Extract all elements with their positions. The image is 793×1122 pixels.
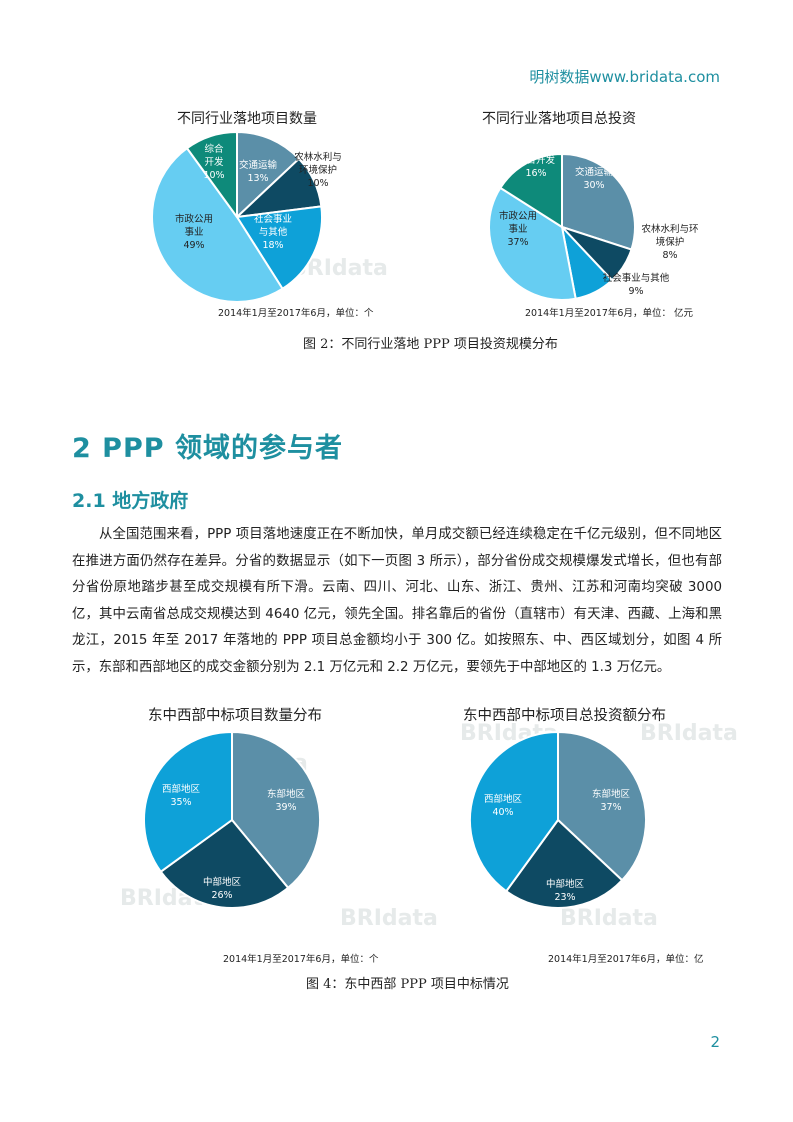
slice-value: 10% bbox=[203, 170, 224, 181]
chart-title: 东中西部中标项目总投资额分布 bbox=[463, 708, 666, 724]
watermark-logo: BRIdata bbox=[640, 721, 738, 746]
slice-label: 综合开发 16% bbox=[517, 154, 556, 179]
watermark-logo: BRIdata bbox=[340, 906, 438, 931]
slice-value: 39% bbox=[275, 802, 296, 813]
slice-label: 社会事业与其他 9% bbox=[603, 272, 670, 297]
pie-slice bbox=[488, 186, 577, 301]
slice-value: 18% bbox=[262, 240, 283, 251]
pie-slice bbox=[235, 205, 323, 291]
slice-value: 13% bbox=[247, 173, 268, 184]
slice-label: 社会事业与其他 18% bbox=[254, 213, 292, 251]
slice-label: 农林水利与环境保护 8% bbox=[641, 223, 698, 261]
figure-caption: 图 2：不同行业落地 PPP 项目投资规模分布 bbox=[303, 337, 558, 352]
pie-slice bbox=[236, 130, 301, 220]
slice-label: 西部地区 35% bbox=[162, 783, 201, 808]
slice-label: 综合开发 10% bbox=[203, 143, 224, 181]
slice-value: 10% bbox=[307, 178, 328, 189]
pie-slice bbox=[557, 730, 647, 882]
header-brand: 明树数据www.bridata.com bbox=[529, 68, 720, 86]
chart-note: 2014年1月至2017年6月，单位：个 bbox=[223, 954, 379, 965]
pie-slice bbox=[231, 730, 321, 890]
watermark-logo: BRIdata bbox=[560, 906, 658, 931]
slice-value: 8% bbox=[662, 250, 677, 261]
slice-label: 中部地区 26% bbox=[203, 876, 242, 901]
chart-title: 东中西部中标项目数量分布 bbox=[148, 708, 322, 724]
pie-slice bbox=[504, 818, 624, 909]
slice-value: 37% bbox=[600, 802, 621, 813]
slice-value: 16% bbox=[525, 168, 546, 179]
page-number: 2 bbox=[710, 1033, 720, 1051]
chart-note: 2014年1月至2017年6月，单位：个 bbox=[218, 308, 374, 319]
slice-label: 东部地区 39% bbox=[267, 788, 306, 813]
slice-label: 交通运输 13% bbox=[239, 159, 278, 184]
section-heading: 2 PPP 领域的参与者 bbox=[72, 433, 343, 464]
pie-slice bbox=[498, 152, 563, 229]
slice-label: 市政公用事业 37% bbox=[499, 210, 537, 248]
slice-value: 9% bbox=[628, 286, 643, 297]
slice-value: 23% bbox=[554, 892, 575, 903]
chart-note: 2014年1月至2017年6月，单位：亿 bbox=[548, 954, 704, 965]
slice-label: 交通运输 30% bbox=[575, 166, 614, 191]
slice-label: 农林水利与环境保护 10% bbox=[294, 151, 342, 189]
slice-value: 40% bbox=[492, 807, 513, 818]
pie-slice bbox=[561, 152, 636, 251]
pie-slice bbox=[151, 146, 284, 303]
chart-note: 2014年1月至2017年6月，单位： 亿元 bbox=[525, 308, 693, 319]
slice-value: 35% bbox=[170, 797, 191, 808]
slice-label: 西部地区 40% bbox=[484, 793, 523, 818]
slice-label: 东部地区 37% bbox=[592, 788, 631, 813]
slice-label: 市政公用事业 49% bbox=[175, 213, 213, 251]
pie-slice bbox=[159, 818, 290, 909]
slice-value: 37% bbox=[507, 237, 528, 248]
pie-slice bbox=[185, 130, 238, 221]
figure-caption: 图 4：东中西部 PPP 项目中标情况 bbox=[306, 977, 509, 992]
chart-title: 不同行业落地项目数量 bbox=[177, 111, 317, 127]
pie-slice bbox=[469, 730, 559, 893]
subsection-heading: 2.1 地方政府 bbox=[72, 490, 189, 512]
slice-value: 49% bbox=[183, 240, 204, 251]
chart-title: 不同行业落地项目总投资 bbox=[482, 111, 636, 127]
pie-slice bbox=[143, 730, 233, 874]
slice-value: 26% bbox=[211, 890, 232, 901]
slice-value: 30% bbox=[583, 180, 604, 191]
body-paragraph: 从全国范围来看，PPP 项目落地速度正在不断加快，单月成交额已经连续稳定在千亿元… bbox=[72, 527, 722, 675]
slice-label: 中部地区 23% bbox=[546, 878, 585, 903]
